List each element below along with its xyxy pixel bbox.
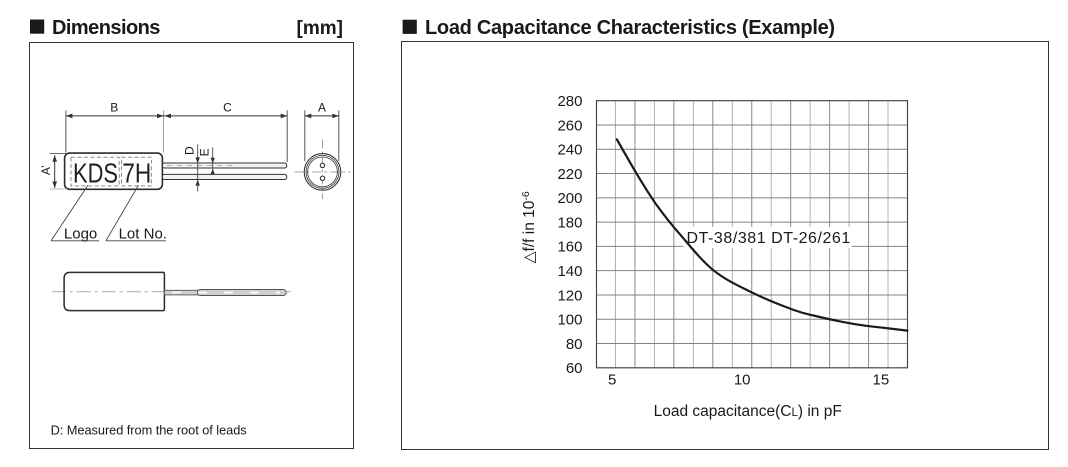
svg-text:160: 160: [557, 239, 582, 256]
svg-text:KDS: KDS: [73, 157, 118, 188]
svg-text:260: 260: [557, 117, 582, 134]
svg-text:A’: A’: [39, 165, 53, 175]
svg-text:△f/f in 10-6: △f/f in 10-6: [520, 191, 538, 263]
svg-text:240: 240: [557, 142, 582, 159]
svg-text:Logo: Logo: [64, 226, 97, 243]
svg-text:A: A: [318, 100, 326, 114]
svg-text:5: 5: [608, 372, 616, 389]
svg-text:Load Capacitance Characteristi: Load Capacitance Characteristics (Exampl…: [425, 17, 835, 39]
svg-text:D: D: [182, 146, 196, 155]
svg-text:15: 15: [873, 372, 890, 389]
svg-text:[mm]: [mm]: [297, 18, 343, 39]
svg-text:200: 200: [557, 190, 582, 207]
svg-text:100: 100: [557, 312, 582, 329]
svg-text:120: 120: [557, 287, 582, 304]
svg-text:60: 60: [566, 360, 583, 377]
svg-text:80: 80: [566, 336, 583, 353]
svg-text:Dimensions: Dimensions: [52, 17, 160, 39]
svg-text:Lot No.: Lot No.: [119, 226, 167, 243]
svg-text:E: E: [197, 148, 211, 156]
svg-text:B: B: [110, 100, 118, 114]
svg-text:280: 280: [557, 93, 582, 110]
svg-text:220: 220: [557, 166, 582, 183]
svg-text:180: 180: [557, 214, 582, 231]
svg-text:Load capacitance(CL) in pF: Load capacitance(CL) in pF: [654, 403, 842, 420]
svg-text:10: 10: [734, 372, 751, 389]
svg-text:DT-38/381 DT-26/261: DT-38/381 DT-26/261: [687, 230, 851, 247]
svg-text:C: C: [223, 100, 232, 114]
svg-text:140: 140: [557, 263, 582, 280]
svg-text:7H: 7H: [122, 157, 151, 188]
svg-text:D: Measured from the root of l: D: Measured from the root of leads: [51, 423, 247, 438]
